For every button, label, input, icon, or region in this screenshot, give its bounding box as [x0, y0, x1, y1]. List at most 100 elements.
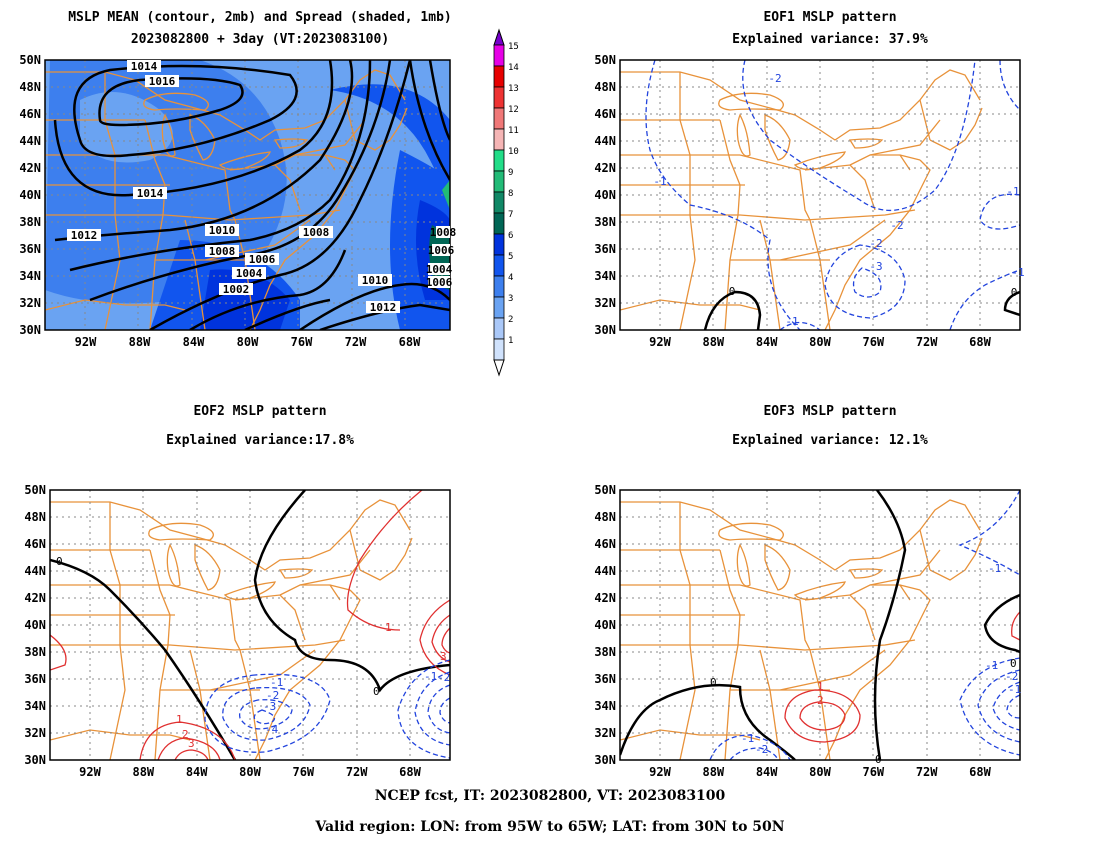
eof-label: -2: [266, 689, 279, 702]
lon-tick-label: 68W: [969, 765, 991, 779]
contour-label: 1016: [145, 75, 179, 88]
panel2-map: [620, 60, 1020, 330]
svg-text:1014: 1014: [137, 187, 164, 200]
lat-tick-label: 42N: [19, 161, 41, 175]
lat-tick-label: 46N: [594, 107, 616, 121]
lat-tick-label: 32N: [594, 296, 616, 310]
eof-label: 3: [440, 650, 447, 663]
colorbar-segment: [493, 44, 505, 67]
lon-tick-label: 92W: [79, 765, 101, 779]
lat-tick-label: 46N: [24, 537, 46, 551]
svg-text:1008: 1008: [430, 226, 457, 239]
lon-tick-label: 76W: [292, 765, 314, 779]
contour-label: 1014: [133, 187, 167, 200]
eof-label: -1: [985, 659, 998, 672]
contour-label: 1008: [299, 226, 333, 239]
colorbar-label: 6: [508, 231, 513, 241]
colorbar-label: 8: [508, 189, 513, 199]
colorbar-label: 9: [508, 168, 513, 178]
contour-label: 1014: [127, 60, 161, 73]
eof-label: 0: [710, 676, 717, 689]
colorbar-label: 11: [508, 126, 519, 136]
lat-tick-label: 38N: [594, 215, 616, 229]
eof-label: 2: [817, 694, 824, 707]
colorbar-label: 13: [508, 84, 519, 94]
colorbar-segment: [493, 107, 505, 130]
lat-tick-label: 38N: [19, 215, 41, 229]
colorbar-label: 10: [508, 147, 519, 157]
lat-tick-label: 42N: [594, 591, 616, 605]
lat-tick-label: 30N: [594, 753, 616, 767]
lon-tick-label: 72W: [916, 765, 938, 779]
panel4-eof-labels: 0 0 -1 -1 -2 1 2 -1 -2 -1 0: [710, 562, 1021, 766]
contour-label: 1006: [428, 244, 455, 257]
panel3-map: [50, 490, 450, 760]
lat-tick-label: 30N: [19, 323, 41, 337]
colorbar-label: 4: [508, 273, 513, 283]
colorbar: 15 14 13 12 11 10 9 8 7 6 5 4 3 2 1: [493, 28, 519, 377]
eof-label: 0: [1010, 657, 1017, 670]
colorbar-segment: [493, 317, 505, 340]
lon-tick-label: 76W: [862, 765, 884, 779]
lon-tick-label: 88W: [129, 335, 151, 349]
colorbar-segment: [493, 170, 505, 193]
lon-tick-label: 92W: [649, 765, 671, 779]
svg-text:1002: 1002: [223, 283, 250, 296]
panel1-title: MSLP MEAN (contour, 2mb) and Spread (sha…: [10, 10, 510, 47]
panel2-title: EOF1 MSLP pattern Explained variance: 37…: [580, 10, 1080, 47]
eof-label: -1: [1006, 185, 1019, 198]
eof-label: 0: [373, 685, 380, 698]
panel3-title-line2: Explained variance:17.8%: [166, 433, 354, 448]
footer-line1: NCEP fcst, IT: 2023082800, VT: 202308310…: [374, 788, 726, 804]
lon-tick-label: 88W: [702, 765, 724, 779]
lat-tick-label: 46N: [19, 107, 41, 121]
lat-tick-label: 36N: [19, 242, 41, 256]
panel3-title-line1: EOF2 MSLP pattern: [193, 404, 327, 419]
colorbar-bottom-arrow: [493, 359, 505, 377]
svg-text:1014: 1014: [131, 60, 158, 73]
contour-label: 1012: [67, 229, 101, 242]
svg-text:1016: 1016: [149, 75, 176, 88]
lat-tick-label: 42N: [594, 161, 616, 175]
colorbar-segment: [493, 338, 505, 361]
lon-tick-label: 84W: [186, 765, 208, 779]
lat-tick-label: 50N: [24, 483, 46, 497]
lat-tick-label: 36N: [24, 672, 46, 686]
eof-label: -4: [265, 723, 279, 736]
eof-label: -1: [1011, 266, 1024, 279]
svg-text:1006: 1006: [428, 244, 455, 257]
lat-tick-label: 38N: [24, 645, 46, 659]
lat-tick-label: 50N: [594, 483, 616, 497]
lon-tick-label: 68W: [969, 335, 991, 349]
eof-label: -2: [437, 671, 450, 684]
colorbar-label: 7: [508, 210, 513, 220]
eof-label: 3: [188, 737, 195, 750]
eof-label: -1: [1008, 683, 1021, 696]
lon-tick-label: 84W: [756, 765, 778, 779]
footer-line2: Valid region: LON: from 95W to 65W; LAT:…: [315, 819, 785, 835]
colorbar-label: 2: [508, 315, 513, 325]
contour-label: 1012: [366, 301, 400, 314]
svg-text:1008: 1008: [303, 226, 330, 239]
panel1-contour-labels: 1014 1016 1014 1012 1010 1008 1008 1006 …: [67, 60, 456, 314]
lon-tick-label: 80W: [239, 765, 261, 779]
eof-label: -2: [755, 743, 768, 756]
eof-label: -1: [653, 175, 666, 188]
svg-text:1004: 1004: [236, 267, 263, 280]
svg-text:1008: 1008: [209, 245, 236, 258]
eof-label: -3: [869, 260, 882, 273]
contour-label: 1006: [426, 276, 453, 289]
colorbar-segment: [493, 149, 505, 172]
lon-tick-label: 84W: [756, 335, 778, 349]
lon-tick-label: 80W: [809, 765, 831, 779]
lat-tick-label: 38N: [594, 645, 616, 659]
lat-tick-label: 48N: [19, 80, 41, 94]
colorbar-label: 5: [508, 252, 513, 262]
colorbar-top-arrow: [493, 28, 505, 46]
eof-label: 1: [385, 621, 392, 634]
lat-tick-label: 36N: [594, 672, 616, 686]
lat-tick-label: 36N: [594, 242, 616, 256]
lat-tick-label: 34N: [19, 269, 41, 283]
lon-tick-label: 72W: [916, 335, 938, 349]
